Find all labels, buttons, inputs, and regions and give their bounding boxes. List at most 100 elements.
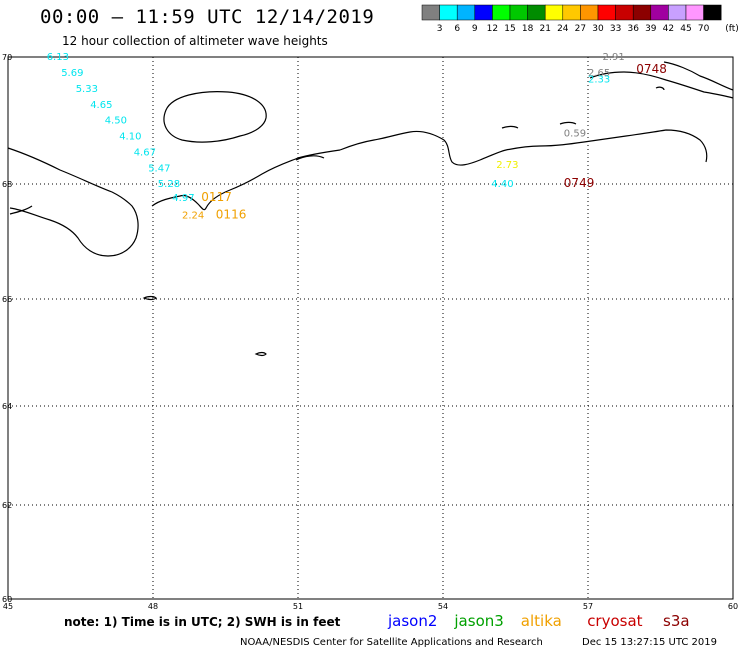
wave-height-label: 2.24 [182,211,204,222]
legend-unit: (ft) [725,24,739,34]
footer-timestamp: Dec 15 13:27:15 UTC 2019 [582,637,717,648]
mainland-coast-west [9,205,33,215]
wave-height-label: 6.13 [47,52,69,63]
wave-height-label: 5.47 [148,163,170,174]
cheshskaya-bay [151,149,341,211]
wave-height-label: 2.33 [588,74,610,85]
islet-c [501,125,519,129]
islet-d [559,121,577,125]
legend-tick-label: 36 [627,24,639,34]
pass-time-label: 0117 [201,190,232,204]
lat-tick-label: 66 [2,295,12,304]
legend-swatch [492,4,511,21]
legend-tick-label: 33 [610,24,621,34]
lon-tick-label: 48 [148,602,158,611]
islet-a [142,295,157,301]
lat-tick-label: 68 [2,180,12,189]
legend-swatch [562,4,581,21]
wave-height-label: 5.28 [158,179,180,190]
legend-tick-label: 18 [522,24,534,34]
russky-zavorot [295,155,325,161]
wave-height-label: 4.40 [491,179,513,190]
satellite-legend: jason2 jason3 altika cryosat s3a [387,612,690,630]
wave-height-label: 5.69 [61,68,83,79]
satellite-label: jason3 [453,612,503,630]
wave-height-label: 5.33 [76,84,98,95]
pass-time-label: 0748 [636,62,667,76]
lon-tick-label: 60 [728,602,738,611]
wave-height-label: 2.91 [603,52,625,63]
footer-credit: NOAA/NESDIS Center for Satellite Applica… [240,637,543,648]
legend-tick-label: 45 [680,24,691,34]
map-frame [7,56,734,600]
wave-height-label: 2.73 [496,160,518,171]
legend-swatch [632,4,652,21]
lon-tick-label: 45 [3,602,13,611]
legend-swatch [439,4,458,21]
footer: note: 1) Time is in UTC; 2) SWH is in fe… [64,612,717,648]
legend-swatch [685,4,704,21]
color-legend: 3 6 9 12 15 18 21 24 27 30 33 36 39 42 45 70 (ft) [421,4,739,34]
legend-tick-label: 39 [645,24,657,34]
kolguev-island [163,91,267,143]
legend-tick-label: 12 [487,24,498,34]
legend-tick-label: 27 [575,24,586,34]
satellite-label: jason2 [387,612,437,630]
legend-swatch [703,4,722,21]
wave-height-label: 4.97 [172,193,194,204]
graticule [8,57,733,599]
kanin-peninsula [7,147,139,257]
legend-swatch [650,4,669,21]
legend-swatch [597,4,616,21]
wave-height-label: 4.65 [90,100,112,111]
legend-swatch [580,4,599,21]
legend-swatch [456,4,476,21]
pechora-coast [339,129,708,166]
satellite-label: cryosat [587,612,642,630]
coastline [7,61,734,357]
satellite-label: altika [521,612,562,630]
legend-tick-label: 9 [472,24,478,34]
legend-swatch [668,4,687,21]
footer-note: note: 1) Time is in UTC; 2) SWH is in fe… [64,615,341,629]
legend-tick-label: 15 [504,24,515,34]
legend-swatch [421,4,440,21]
novaya-zemlya-south [663,61,734,91]
islet-b [254,351,267,357]
legend-swatch [474,4,493,21]
lat-tick-label: 70 [2,53,12,62]
legend-swatch [544,4,564,21]
lon-tick-label: 57 [583,602,593,611]
pass-time-label: 0116 [216,208,247,222]
lat-tick-label: 60 [2,595,12,604]
legend-swatch [509,4,528,21]
legend-tick-label: 3 [437,24,443,34]
satellite-label: s3a [663,612,690,630]
legend-tick-label: 6 [454,24,460,34]
wave-height-label: 4.10 [119,132,141,143]
wave-height-label: 4.50 [105,116,127,127]
lat-tick-label: 64 [2,402,12,411]
legend-tick-label: 42 [663,24,674,34]
legend-swatch [527,4,546,21]
legend-tick-label: 21 [539,24,550,34]
wave-height-label: 0.59 [564,128,586,139]
lat-tick-label: 62 [2,501,12,510]
wave-height-observations: 6.13 5.69 5.33 4.65 4.50 4.10 4.67 5.47 5.28 4.97… [47,52,625,221]
map-subtitle: 12 hour collection of altimeter wave hei… [62,34,328,48]
legend-tick-label: 70 [698,24,710,34]
lon-tick-label: 54 [438,602,448,611]
map-title: 00:00 – 11:59 UTC 12/14/2019 [40,6,375,28]
lon-tick-label: 51 [293,602,303,611]
vaygach-coast [589,71,734,99]
wave-height-label: 4.67 [134,147,156,158]
pass-time-label: 0749 [564,176,595,190]
pass-time-labels: 0117 0116 0749 0748 [201,62,667,222]
wave-height-label: 2.65 [588,68,610,79]
legend-tick-label: 24 [557,24,569,34]
legend-swatch [615,4,634,21]
islet-e [655,86,665,91]
legend-tick-label: 30 [592,24,604,34]
